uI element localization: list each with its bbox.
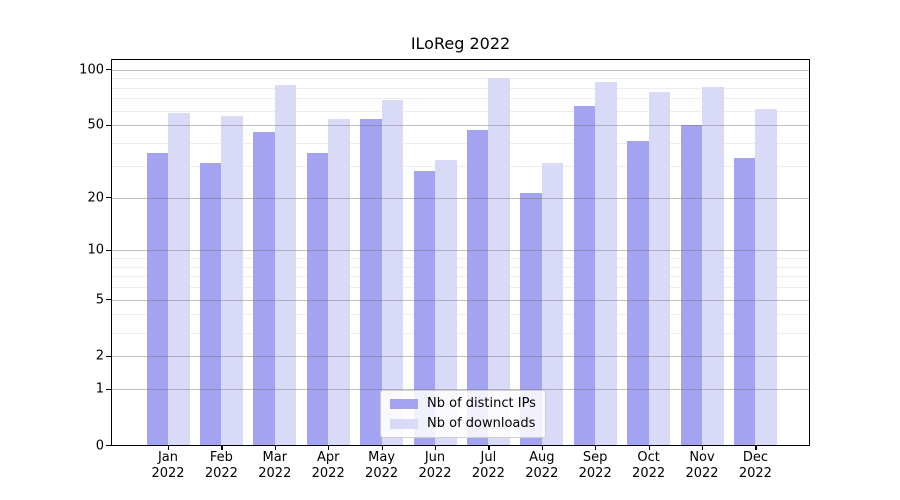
bar-downloads bbox=[648, 92, 671, 445]
x-tick-label-aug: Aug 2022 bbox=[525, 450, 559, 481]
x-tick-mark bbox=[328, 446, 330, 450]
bar-distinct-ips bbox=[680, 124, 702, 445]
major-gridline bbox=[112, 299, 809, 301]
legend-swatch-downloads bbox=[390, 418, 418, 429]
y-tick-mark bbox=[106, 299, 111, 301]
x-tick-label-jun: Jun 2022 bbox=[418, 450, 452, 481]
bar-distinct-ips bbox=[413, 170, 435, 445]
x-tick-mark bbox=[381, 446, 383, 450]
major-gridline bbox=[112, 389, 809, 391]
bar-distinct-ips bbox=[253, 131, 275, 445]
bar-downloads bbox=[755, 108, 777, 445]
minor-gridline bbox=[112, 110, 809, 112]
major-gridline bbox=[112, 69, 809, 71]
x-tick-label-nov: Nov 2022 bbox=[685, 450, 719, 481]
y-tick-mark bbox=[106, 197, 111, 199]
x-tick-label-apr: Apr 2022 bbox=[311, 450, 345, 481]
bar-distinct-ips bbox=[573, 106, 596, 445]
y-tick-label: 20 bbox=[87, 190, 104, 206]
bar-downloads bbox=[435, 160, 457, 445]
minor-gridline bbox=[112, 287, 809, 288]
bar-downloads bbox=[595, 82, 617, 445]
bar-distinct-ips bbox=[627, 140, 649, 445]
legend-swatch-distinct-ips bbox=[390, 398, 418, 409]
legend-label-downloads: Nb of downloads bbox=[427, 416, 536, 431]
y-tick-mark bbox=[106, 69, 111, 71]
minor-gridline bbox=[112, 98, 809, 100]
x-tick-label-mar: Mar 2022 bbox=[258, 450, 292, 481]
x-tick-label-oct: Oct 2022 bbox=[632, 450, 666, 481]
bar-downloads bbox=[488, 77, 510, 445]
y-tick-mark bbox=[106, 249, 111, 251]
bar-downloads bbox=[328, 118, 350, 445]
bar-downloads bbox=[541, 162, 564, 445]
x-tick-label-jul: Jul 2022 bbox=[471, 450, 505, 481]
y-tick-mark bbox=[106, 388, 111, 390]
minor-gridline bbox=[112, 276, 809, 278]
bar-distinct-ips bbox=[306, 153, 329, 445]
plot-area bbox=[111, 59, 810, 446]
bar-distinct-ips bbox=[360, 118, 382, 445]
bar-distinct-ips bbox=[146, 153, 168, 445]
y-tick-label: 100 bbox=[79, 62, 104, 78]
x-tick-mark bbox=[595, 446, 597, 450]
bar-downloads bbox=[221, 115, 243, 445]
x-tick-mark bbox=[755, 446, 757, 450]
x-tick-mark bbox=[702, 446, 704, 450]
y-tick-label: 5 bbox=[95, 292, 104, 308]
bar-distinct-ips bbox=[466, 129, 489, 445]
legend: Nb of distinct IPs Nb of downloads bbox=[380, 390, 546, 438]
y-tick-label: 50 bbox=[87, 117, 104, 133]
bar-downloads bbox=[274, 85, 297, 445]
x-tick-label-sep: Sep 2022 bbox=[578, 450, 612, 481]
chart-title: ILoReg 2022 bbox=[410, 34, 511, 53]
y-tick-label: 0 bbox=[95, 438, 104, 453]
x-tick-mark bbox=[541, 446, 543, 450]
x-tick-mark bbox=[168, 446, 170, 450]
minor-gridline bbox=[112, 314, 809, 316]
x-tick-mark bbox=[488, 446, 490, 450]
bar-distinct-ips bbox=[733, 157, 756, 445]
major-gridline bbox=[112, 250, 809, 252]
major-gridline bbox=[112, 125, 809, 127]
legend-label-distinct-ips: Nb of distinct IPs bbox=[427, 396, 536, 411]
y-tick-label: 2 bbox=[95, 348, 104, 364]
x-tick-label-feb: Feb 2022 bbox=[204, 450, 238, 481]
legend-item-downloads: Nb of downloads bbox=[390, 415, 536, 432]
x-tick-label-may: May 2022 bbox=[365, 450, 399, 481]
minor-gridline bbox=[112, 258, 809, 259]
legend-item-distinct-ips: Nb of distinct IPs bbox=[390, 395, 536, 412]
bar-distinct-ips bbox=[199, 162, 222, 445]
minor-gridline bbox=[112, 266, 809, 268]
bar-downloads bbox=[168, 113, 190, 445]
y-tick-label: 1 bbox=[95, 381, 104, 397]
bar-downloads bbox=[702, 87, 724, 445]
x-tick-mark bbox=[274, 446, 276, 450]
minor-gridline bbox=[112, 165, 809, 167]
minor-gridline bbox=[112, 87, 809, 89]
x-tick-mark bbox=[221, 446, 223, 450]
x-tick-mark bbox=[435, 446, 437, 450]
x-tick-mark bbox=[648, 446, 650, 450]
y-tick-label: 10 bbox=[87, 242, 104, 258]
bar-downloads bbox=[381, 100, 404, 445]
y-tick-mark bbox=[106, 445, 111, 447]
major-gridline bbox=[112, 356, 809, 357]
x-tick-label-jan: Jan 2022 bbox=[151, 450, 185, 481]
x-tick-label-dec: Dec 2022 bbox=[738, 450, 772, 481]
y-tick-mark bbox=[106, 124, 111, 126]
minor-gridline bbox=[112, 78, 809, 80]
y-tick-mark bbox=[106, 355, 111, 357]
bar-distinct-ips bbox=[520, 193, 542, 445]
minor-gridline bbox=[112, 143, 809, 145]
major-gridline bbox=[112, 197, 809, 199]
minor-gridline bbox=[112, 332, 809, 334]
